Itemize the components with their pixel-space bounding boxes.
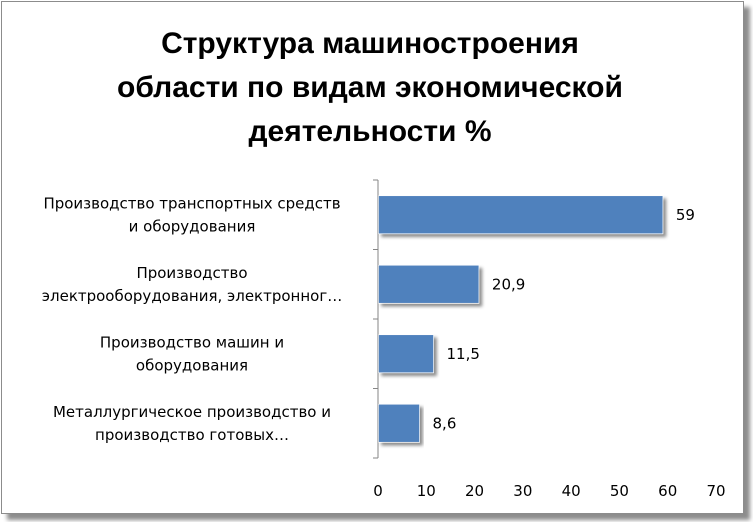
data-label: 59	[676, 206, 695, 224]
category-label-line: Металлургическое производство и	[53, 403, 331, 421]
category-label-line: и оборудования	[129, 217, 256, 235]
x-tick-label: 0	[373, 482, 383, 500]
data-label: 8,6	[433, 414, 457, 432]
x-tick-label: 10	[417, 482, 436, 500]
chart-title-line-1: Структура машиностроения	[161, 27, 579, 60]
chart-title-line-2: области по видам экономической	[117, 71, 623, 104]
category-label: Производство машин и оборудования	[100, 333, 284, 374]
x-tick-label: 60	[658, 482, 677, 500]
category-label-line: оборудования	[136, 356, 248, 374]
x-tick-label: 50	[610, 482, 629, 500]
chart-frame	[1, 1, 744, 514]
category-label-line: Производство машин и	[100, 333, 284, 351]
category-label-line: электрооборудования, электронног…	[42, 287, 342, 305]
x-tick-label: 70	[706, 482, 725, 500]
x-tick-label: 30	[513, 482, 532, 500]
x-tick-label: 20	[465, 482, 484, 500]
bar	[378, 403, 420, 443]
data-label: 20,9	[492, 275, 525, 293]
chart-title: Структура машиностроения области по вида…	[60, 22, 680, 154]
category-label: Производство транспортных средств и обору…	[43, 194, 340, 235]
category-label-line: Производство	[136, 264, 247, 282]
chart-title-line-3: деятельности %	[248, 115, 492, 148]
category-label-line: Производство транспортных средств	[43, 194, 340, 212]
x-tick-label: 40	[562, 482, 581, 500]
bar	[378, 264, 480, 304]
category-label: Металлургическое производство и производс…	[53, 403, 331, 444]
category-label: Производство электрооборудования, электро…	[42, 264, 342, 305]
category-label-line: производство готовых…	[95, 426, 289, 444]
bar	[378, 334, 434, 374]
bar	[378, 195, 664, 235]
data-label: 11,5	[447, 345, 480, 363]
